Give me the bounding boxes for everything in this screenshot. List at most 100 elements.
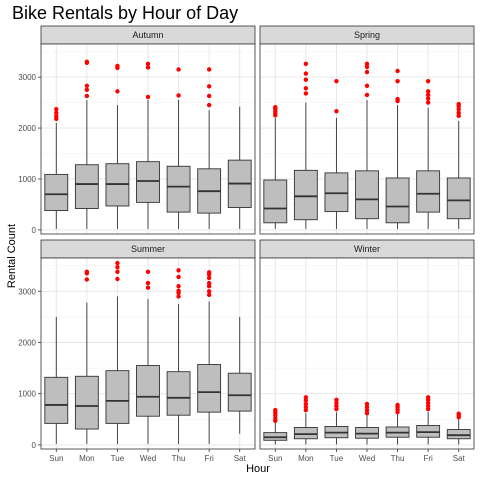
outlier-point bbox=[206, 280, 212, 286]
outlier-point bbox=[303, 395, 309, 400]
box-sat bbox=[227, 106, 252, 229]
outlier-point bbox=[425, 406, 431, 412]
outlier-point bbox=[425, 92, 431, 98]
facet-summer: Summer 0 1000 2000 3000 Sun Mon Tue Wed Thu Fri Sat bbox=[18, 239, 256, 463]
y-tick-label: 0 bbox=[32, 226, 37, 235]
outlier-point bbox=[303, 401, 309, 407]
outlier-point bbox=[395, 402, 400, 408]
box-thu bbox=[385, 402, 410, 445]
outlier-point bbox=[176, 283, 181, 289]
y-tick-label: 2000 bbox=[18, 338, 36, 347]
y-tick-label: 3000 bbox=[18, 73, 36, 82]
box-iqr bbox=[227, 372, 252, 412]
outlier-point bbox=[206, 292, 212, 298]
box-iqr bbox=[446, 177, 471, 220]
outlier-point bbox=[456, 113, 461, 119]
outlier-point bbox=[425, 78, 431, 84]
outlier-point bbox=[303, 86, 309, 91]
chart-title: Bike Rentals by Hour of Day bbox=[12, 3, 238, 23]
x-tick-label: Thu bbox=[391, 454, 405, 463]
box-sun bbox=[44, 107, 69, 229]
outlier-point bbox=[395, 78, 400, 84]
outlier-point bbox=[364, 407, 370, 413]
box-mon bbox=[293, 395, 318, 445]
box-iqr bbox=[105, 370, 130, 424]
outlier-point bbox=[54, 110, 59, 115]
box-wed bbox=[136, 61, 160, 229]
outlier-point bbox=[303, 407, 309, 413]
box-iqr bbox=[355, 170, 379, 220]
facet-panels: Autumn 0 1000 2000 3000 Spring Summer 0 1000 2000… bbox=[18, 25, 475, 463]
facet-spring: Spring bbox=[259, 25, 475, 235]
y-tick-label: 0 bbox=[32, 441, 37, 450]
outlier-point bbox=[206, 67, 212, 72]
box-sat bbox=[446, 101, 471, 229]
outlier-point bbox=[273, 104, 278, 110]
box-iqr bbox=[446, 429, 471, 440]
box-tue bbox=[105, 63, 130, 229]
outlier-point bbox=[364, 401, 370, 407]
outlier-point bbox=[206, 283, 212, 289]
facet-strip-label: Winter bbox=[354, 244, 380, 254]
outlier-point bbox=[115, 276, 120, 282]
outlier-point bbox=[54, 114, 59, 119]
box-iqr bbox=[136, 161, 160, 203]
outlier-point bbox=[206, 270, 212, 275]
box-iqr bbox=[136, 365, 160, 417]
outlier-point bbox=[334, 78, 339, 84]
outlier-point bbox=[115, 265, 120, 270]
box-wed bbox=[355, 401, 379, 445]
x-tick-label: Sat bbox=[234, 454, 247, 463]
outlier-point bbox=[206, 84, 212, 89]
outlier-point bbox=[145, 269, 151, 275]
facet-autumn: Autumn 0 1000 2000 3000 bbox=[18, 25, 256, 235]
box-iqr bbox=[166, 371, 191, 416]
box-mon bbox=[74, 269, 99, 444]
outlier-point bbox=[145, 285, 151, 290]
box-mon bbox=[74, 59, 99, 229]
outlier-point bbox=[145, 61, 151, 67]
outlier-point bbox=[364, 61, 370, 67]
box-thu bbox=[385, 68, 410, 229]
outlier-point bbox=[176, 294, 181, 299]
outlier-point bbox=[84, 83, 90, 88]
outlier-point bbox=[206, 275, 212, 281]
outlier-point bbox=[176, 93, 181, 98]
outlier-point bbox=[273, 416, 278, 421]
facet-strip-label: Autumn bbox=[132, 30, 163, 40]
outlier-point bbox=[334, 400, 339, 406]
x-tick-label: Wed bbox=[140, 454, 156, 463]
x-tick-label: Fri bbox=[423, 454, 433, 463]
y-tick-label: 1000 bbox=[18, 175, 36, 184]
facet-strip-label: Summer bbox=[131, 244, 165, 254]
outlier-point bbox=[456, 107, 461, 112]
outlier-point bbox=[206, 93, 212, 99]
box-sat bbox=[446, 411, 471, 445]
box-iqr bbox=[44, 376, 69, 424]
outlier-point bbox=[84, 269, 90, 275]
outlier-point bbox=[456, 411, 461, 416]
box-iqr bbox=[385, 177, 410, 224]
outlier-point bbox=[364, 410, 370, 416]
x-tick-label: Wed bbox=[359, 454, 375, 463]
outlier-point bbox=[84, 59, 90, 65]
outlier-point bbox=[364, 404, 370, 410]
outlier-point bbox=[176, 268, 181, 273]
outlier-point bbox=[115, 260, 120, 266]
box-wed bbox=[355, 61, 379, 229]
box-iqr bbox=[197, 364, 222, 413]
outlier-point bbox=[303, 404, 309, 410]
outlier-point bbox=[364, 92, 370, 98]
outlier-point bbox=[364, 64, 370, 70]
box-tue bbox=[324, 78, 349, 229]
box-wed bbox=[136, 269, 160, 444]
x-tick-label: Sun bbox=[49, 454, 63, 463]
outlier-point bbox=[303, 61, 309, 67]
box-iqr bbox=[293, 169, 318, 221]
box-thu bbox=[166, 268, 191, 444]
box-sun bbox=[44, 316, 69, 444]
outlier-point bbox=[425, 96, 431, 101]
box-mon bbox=[293, 61, 318, 229]
x-tick-label: Sat bbox=[453, 454, 466, 463]
outlier-point bbox=[334, 397, 339, 403]
